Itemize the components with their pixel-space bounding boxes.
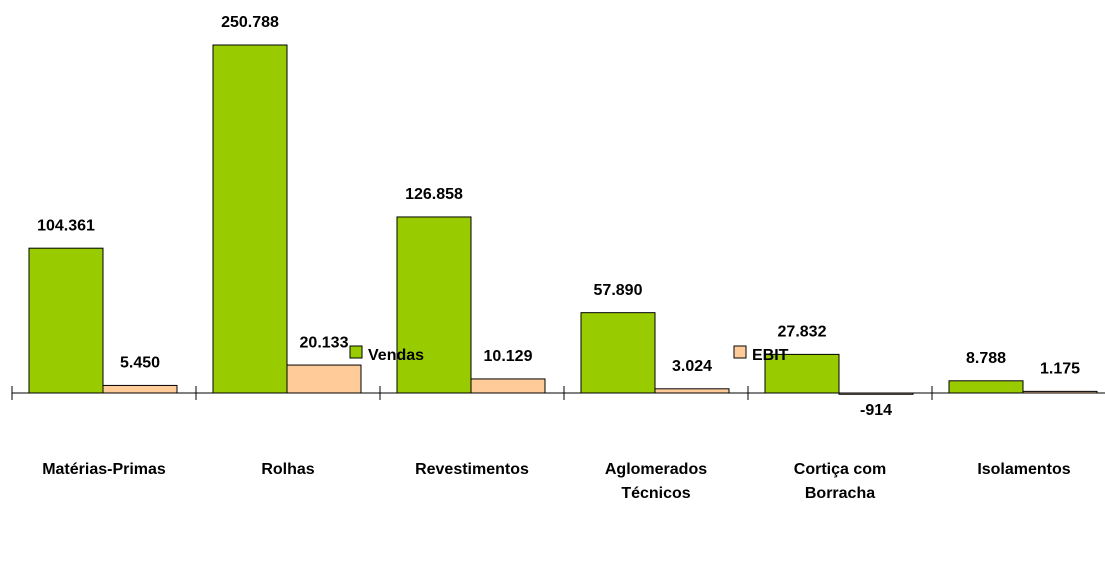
data-label: 20.133	[300, 334, 349, 351]
data-label: 1.175	[1040, 361, 1080, 378]
data-label: 10.129	[484, 348, 533, 365]
bar	[1022, 390, 1098, 394]
data-label: -914	[860, 402, 892, 419]
x-tick-label: Aglomerados Técnicos	[605, 461, 707, 502]
x-tick-label: Isolamentos	[977, 461, 1070, 478]
bar	[580, 312, 656, 394]
x-tick-label: Matérias-Primas	[42, 461, 166, 478]
data-label: 8.788	[966, 350, 1006, 367]
x-tick-label: Revestimentos	[415, 461, 529, 478]
legend-swatch	[349, 345, 363, 359]
bar	[286, 364, 362, 394]
bar	[102, 384, 178, 394]
bar	[396, 216, 472, 394]
data-label: 57.890	[594, 282, 643, 299]
bar	[764, 353, 840, 394]
bar	[28, 247, 104, 394]
bar	[212, 44, 288, 394]
data-label: 5.450	[120, 355, 160, 372]
x-tick-label: Cortiça com Borracha	[794, 461, 886, 502]
data-label: 250.788	[221, 14, 279, 31]
legend-label: EBIT	[752, 347, 789, 364]
data-label: 126.858	[405, 186, 463, 203]
data-label: 27.832	[778, 324, 827, 341]
x-tick-label: Rolhas	[261, 461, 314, 478]
bar	[948, 380, 1024, 394]
data-label: 3.024	[672, 358, 712, 375]
bar	[470, 378, 546, 394]
bar	[838, 392, 914, 395]
bar	[654, 388, 730, 394]
data-label: 104.361	[37, 217, 95, 234]
legend-swatch	[733, 345, 747, 359]
legend-label: Vendas	[368, 347, 424, 364]
